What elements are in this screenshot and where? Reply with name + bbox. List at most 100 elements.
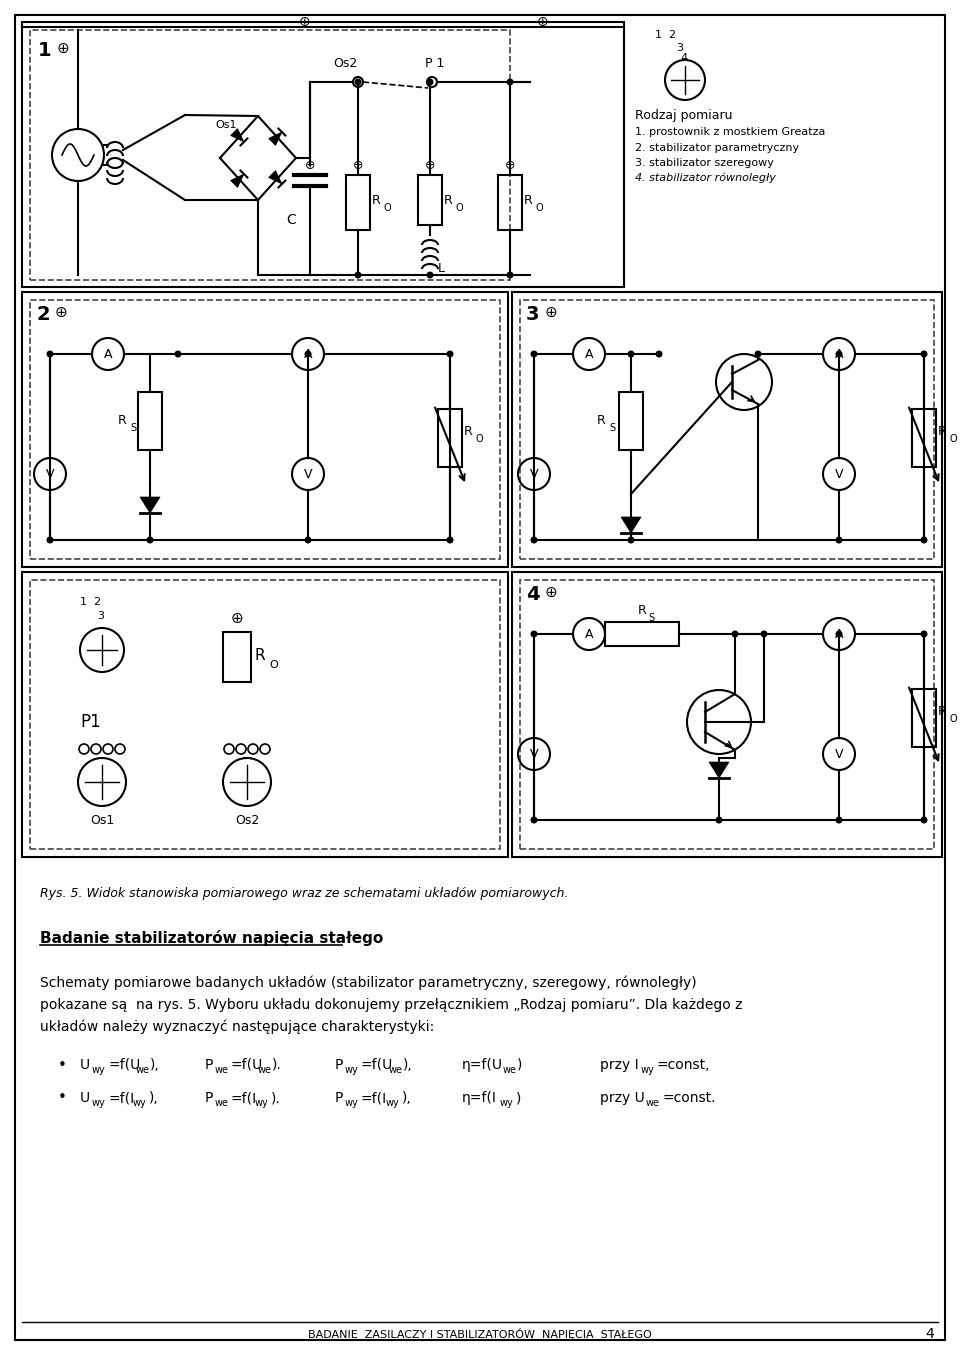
Text: 1: 1 (38, 41, 52, 60)
Circle shape (46, 537, 54, 544)
Text: =const.: =const. (662, 1091, 715, 1105)
Polygon shape (230, 129, 244, 142)
Circle shape (755, 350, 761, 357)
Text: O: O (269, 660, 277, 670)
Circle shape (835, 630, 843, 637)
Bar (438, 409, 462, 467)
Circle shape (628, 537, 635, 544)
Circle shape (304, 350, 311, 357)
Text: BADANIE  ZASILACZY I STABILIZATORÓW  NAPIĘCIA  STAŁEGO: BADANIE ZASILACZY I STABILIZATORÓW NAPIĘ… (308, 1329, 652, 1339)
Polygon shape (621, 517, 641, 533)
Text: wy: wy (92, 1065, 106, 1076)
Text: wy: wy (345, 1065, 359, 1076)
Text: Os2: Os2 (333, 57, 357, 69)
Bar (30, 300, 500, 559)
Text: ⊕: ⊕ (505, 158, 516, 172)
Text: S: S (130, 423, 136, 433)
Bar (30, 580, 500, 848)
Text: =f(I: =f(I (361, 1091, 387, 1105)
Text: ),: ), (149, 1091, 158, 1105)
Bar (138, 392, 162, 451)
Bar (912, 409, 936, 467)
Text: V: V (530, 468, 539, 480)
Text: Rodzaj pomiaru: Rodzaj pomiaru (635, 108, 732, 122)
Text: ⊕: ⊕ (230, 610, 244, 625)
Text: •: • (58, 1058, 67, 1073)
Text: O: O (476, 434, 484, 444)
Text: A: A (835, 348, 843, 360)
Text: =const,: =const, (657, 1058, 710, 1072)
Text: ⊕: ⊕ (545, 584, 558, 599)
Text: U: U (80, 1091, 90, 1105)
Text: R: R (444, 193, 453, 207)
Text: P: P (335, 1058, 344, 1072)
Text: O: O (535, 203, 542, 212)
Circle shape (835, 350, 843, 357)
Text: ⊕: ⊕ (57, 41, 70, 55)
Text: ⊕: ⊕ (545, 304, 558, 319)
Text: 3: 3 (97, 612, 104, 621)
Circle shape (531, 630, 538, 637)
Text: ).: ). (271, 1091, 280, 1105)
Text: R: R (597, 414, 606, 426)
Text: •: • (58, 1091, 67, 1105)
Text: Os1: Os1 (90, 813, 114, 827)
Text: A: A (585, 628, 593, 640)
Text: ⊕: ⊕ (538, 15, 549, 28)
Bar (512, 292, 942, 567)
Circle shape (760, 630, 767, 637)
Circle shape (507, 78, 514, 85)
Text: C: C (286, 212, 296, 227)
Circle shape (147, 537, 154, 544)
Text: R: R (938, 425, 947, 437)
Bar (22, 292, 508, 567)
Text: wy: wy (92, 1099, 106, 1108)
Text: 3: 3 (676, 43, 683, 53)
Text: V: V (46, 468, 55, 480)
Circle shape (531, 350, 538, 357)
Text: P: P (205, 1058, 213, 1072)
Text: ).: ). (272, 1058, 281, 1072)
Text: przy U: przy U (600, 1091, 645, 1105)
Circle shape (732, 630, 738, 637)
Text: Os1: Os1 (215, 120, 236, 130)
Text: we: we (215, 1065, 229, 1076)
Text: O: O (950, 434, 958, 444)
Text: Badanie stabilizatorów napięcia stałego: Badanie stabilizatorów napięcia stałego (40, 930, 383, 946)
Circle shape (354, 272, 362, 279)
Polygon shape (269, 170, 282, 184)
Bar (346, 175, 370, 230)
Text: ),: ), (403, 1058, 413, 1072)
Text: A: A (303, 348, 312, 360)
Text: ): ) (516, 1091, 521, 1105)
Text: =f(I: =f(I (108, 1091, 134, 1105)
Text: ): ) (517, 1058, 522, 1072)
Text: ⊕: ⊕ (424, 158, 435, 172)
Text: we: we (389, 1065, 403, 1076)
Text: 1. prostownik z mostkiem Greatza: 1. prostownik z mostkiem Greatza (635, 127, 826, 137)
Text: wy: wy (345, 1099, 359, 1108)
Polygon shape (140, 497, 160, 513)
Text: R: R (464, 425, 472, 437)
Bar (520, 300, 934, 559)
Text: ),: ), (150, 1058, 159, 1072)
Text: 4. stabilizator równoległy: 4. stabilizator równoległy (635, 173, 776, 183)
Bar (912, 689, 936, 747)
Text: =f(U: =f(U (361, 1058, 394, 1072)
Text: V: V (835, 747, 843, 760)
Text: we: we (646, 1099, 660, 1108)
Polygon shape (230, 175, 244, 188)
Polygon shape (709, 762, 729, 778)
Text: ⊕: ⊕ (55, 304, 68, 319)
Text: przy I: przy I (600, 1058, 638, 1072)
Text: wy: wy (641, 1065, 655, 1076)
Text: we: we (136, 1065, 150, 1076)
Bar (605, 622, 679, 645)
Text: Os2: Os2 (235, 813, 259, 827)
Bar (22, 572, 508, 856)
Circle shape (921, 630, 927, 637)
Text: ⊕: ⊕ (352, 158, 363, 172)
Text: wy: wy (133, 1099, 147, 1108)
Circle shape (446, 350, 453, 357)
Bar (512, 572, 942, 856)
